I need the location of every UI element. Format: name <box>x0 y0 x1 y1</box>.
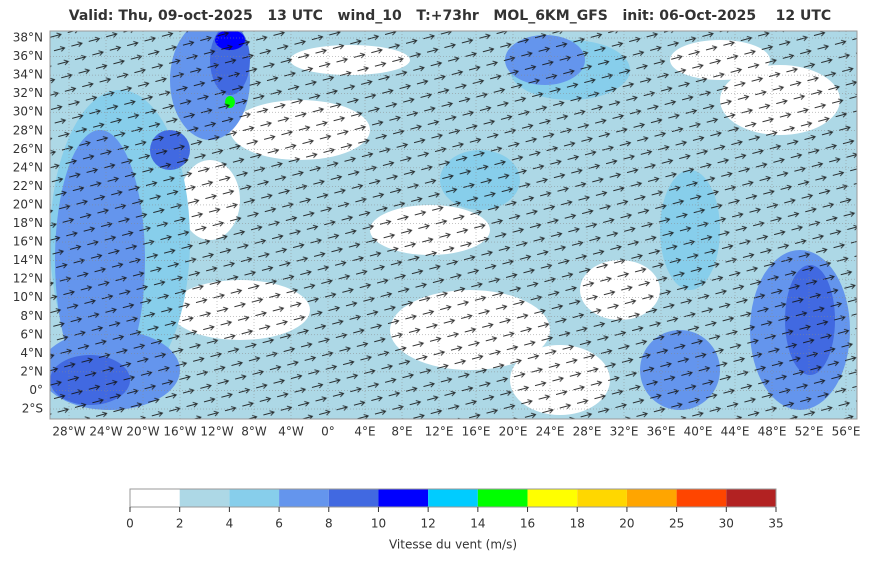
colorbar-tick-label: 14 <box>470 517 485 531</box>
colorbar-tick-label: 8 <box>325 517 333 531</box>
colorbar-tick-label: 0 <box>126 517 134 531</box>
lon-label: 16°W <box>163 425 196 439</box>
lat-label: 14°N <box>13 253 43 267</box>
colorbar-swatch <box>676 489 727 507</box>
title: Valid: Thu, 09-oct-2025 13 UTC wind_10 T… <box>69 8 831 24</box>
colorbar-swatch <box>477 489 528 507</box>
lon-label: 24°E <box>536 425 565 439</box>
lon-label: 0° <box>321 425 335 439</box>
lat-label: 12°N <box>13 272 43 286</box>
lat-label: 10°N <box>13 290 43 304</box>
lon-label: 4°W <box>278 425 304 439</box>
colorbar-swatch <box>179 489 230 507</box>
lat-label: 38°N <box>13 31 43 45</box>
colorbar-swatch <box>328 489 379 507</box>
lat-label: 28°N <box>13 123 43 137</box>
colorbar-tick-label: 30 <box>719 517 734 531</box>
lat-label: 24°N <box>13 160 43 174</box>
colorbar-swatch <box>428 489 478 507</box>
lat-label: 0° <box>29 383 43 397</box>
lat-label: 2°S <box>22 402 43 416</box>
colorbar-swatch <box>378 489 429 507</box>
colorbar-frame <box>129 488 777 508</box>
lon-label: 16°E <box>462 425 491 439</box>
lat-label: 30°N <box>13 105 43 119</box>
lat-label: 20°N <box>13 197 43 211</box>
colorbar-swatch <box>527 489 578 507</box>
lat-label: 8°N <box>20 309 43 323</box>
lon-label: 44°E <box>721 425 750 439</box>
colorbar-swatch <box>229 489 280 507</box>
colorbar-tick-label: 20 <box>619 517 634 531</box>
map-frame <box>49 30 858 420</box>
wind-arrows <box>50 31 857 419</box>
map <box>50 31 857 419</box>
colorbar-tick-label: 25 <box>669 517 684 531</box>
colorbar-label: Vitesse du vent (m/s) <box>389 538 517 552</box>
grid <box>50 31 857 419</box>
colorbar-tick-label: 10 <box>371 517 386 531</box>
lon-label: 8°E <box>391 425 412 439</box>
colorbar-tick-label: 18 <box>570 517 585 531</box>
lat-label: 18°N <box>13 216 43 230</box>
colorbar-tick-label: 4 <box>226 517 234 531</box>
lon-label: 4°E <box>354 425 375 439</box>
lat-label: 6°N <box>20 327 43 341</box>
lat-label: 34°N <box>13 68 43 82</box>
lon-label: 12°E <box>425 425 454 439</box>
lon-label: 8°W <box>241 425 267 439</box>
lat-label: 26°N <box>13 142 43 156</box>
colorbar-swatch <box>726 489 776 507</box>
lon-label: 20°E <box>499 425 528 439</box>
lat-label: 22°N <box>13 179 43 193</box>
lon-label: 28°E <box>573 425 602 439</box>
lon-label: 24°W <box>89 425 122 439</box>
lat-label: 4°N <box>20 346 43 360</box>
colorbar-swatch <box>279 489 329 507</box>
lon-label: 28°W <box>52 425 85 439</box>
colorbar-tick-label: 12 <box>421 517 436 531</box>
lat-label: 2°N <box>20 364 43 378</box>
colorbar-swatch <box>130 489 180 507</box>
lon-label: 36°E <box>647 425 676 439</box>
lat-label: 16°N <box>13 235 43 249</box>
lon-label: 52°E <box>795 425 824 439</box>
lat-label: 36°N <box>13 49 43 63</box>
lon-label: 48°E <box>758 425 787 439</box>
lon-label: 40°E <box>684 425 713 439</box>
colorbar-tick-label: 6 <box>275 517 283 531</box>
colorbar-tick-label: 2 <box>176 517 184 531</box>
lon-label: 20°W <box>126 425 159 439</box>
colorbar-tick-label: 35 <box>768 517 783 531</box>
lon-label: 32°E <box>610 425 639 439</box>
colorbar-swatch <box>626 489 677 507</box>
lat-label: 32°N <box>13 86 43 100</box>
lon-label: 12°W <box>200 425 233 439</box>
colorbar-tick-label: 16 <box>520 517 535 531</box>
lon-label: 56°E <box>832 425 861 439</box>
colorbar-swatch <box>577 489 627 507</box>
